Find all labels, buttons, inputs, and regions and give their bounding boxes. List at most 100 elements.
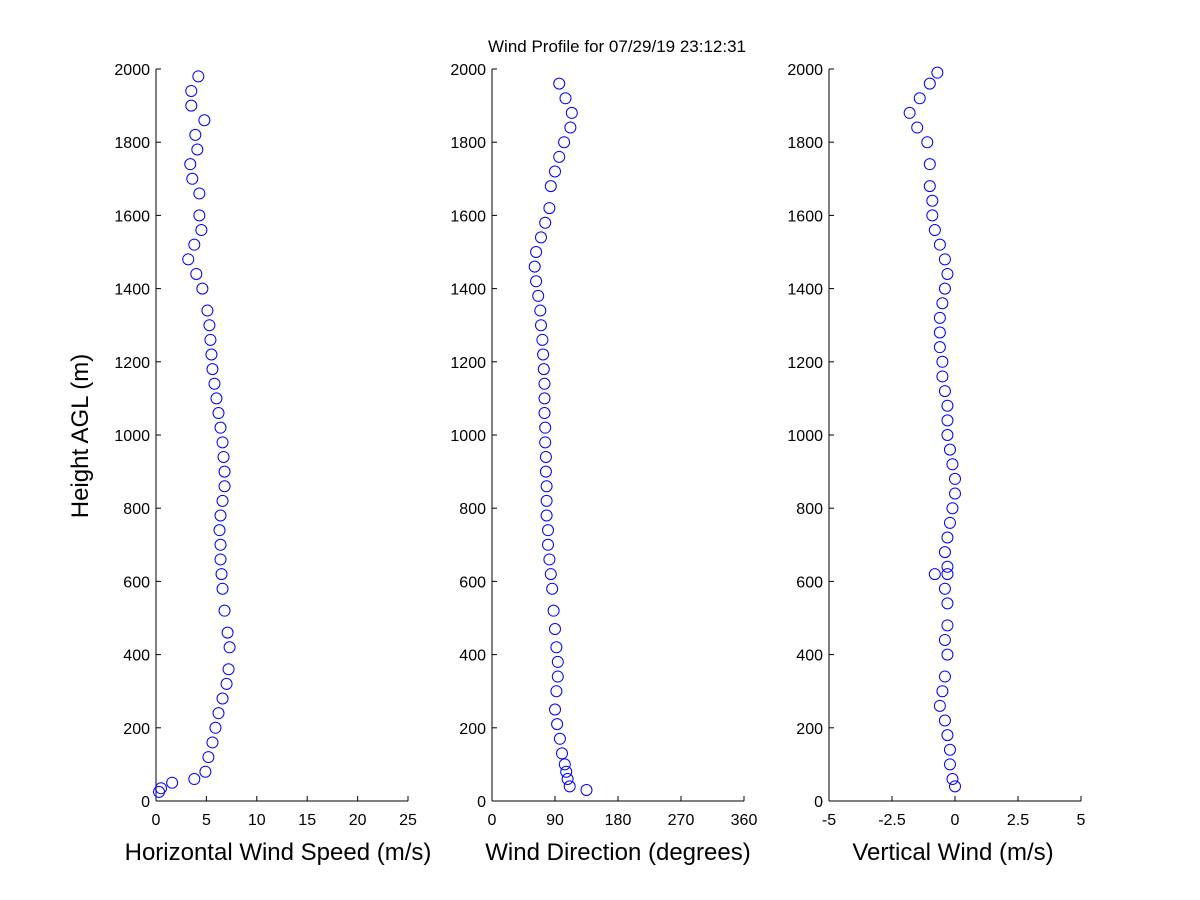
speed-data-point — [216, 494, 229, 507]
speed-data-point — [216, 692, 229, 705]
direction-y-tick-label: 2000 — [450, 62, 486, 79]
speed-data-point — [220, 677, 233, 690]
vertical-data-point — [923, 77, 936, 90]
direction-data-point — [538, 407, 551, 420]
speed-y-tick-label: 1800 — [114, 135, 150, 152]
direction-data-point — [551, 718, 564, 731]
speed-x-tick-label: 20 — [349, 812, 367, 829]
direction-data-point — [561, 773, 574, 786]
direction-data-point — [553, 732, 566, 745]
speed-data-point — [185, 99, 198, 112]
speed-x-tick-label: 15 — [298, 812, 316, 829]
direction-data-point — [538, 392, 551, 405]
vertical-data-point — [943, 743, 956, 756]
direction-data-point — [528, 260, 541, 273]
speed-data-point — [153, 785, 166, 798]
vertical-wind-x-axis-label: Vertical Wind (m/s) — [852, 839, 1053, 866]
direction-x-tick-label: 90 — [546, 812, 564, 829]
vertical-data-point — [938, 670, 951, 683]
direction-data-point — [543, 553, 556, 566]
vertical-data-point — [928, 568, 941, 581]
vertical-data-point — [938, 385, 951, 398]
vertical-x-tick-label: 0 — [951, 812, 960, 829]
vertical-data-point — [926, 209, 939, 222]
direction-y-tick-label: 1400 — [450, 282, 486, 299]
speed-data-point — [216, 582, 229, 595]
speed-data-point — [182, 253, 195, 266]
speed-data-point — [190, 267, 203, 280]
direction-data-point — [537, 348, 550, 361]
vertical-y-tick-label: 200 — [796, 721, 823, 738]
direction-data-point — [542, 524, 554, 537]
direction-data-point — [543, 202, 556, 215]
vertical-x-tick-label: -2.5 — [878, 812, 906, 829]
direction-data-point — [540, 494, 553, 507]
figure-title: Wind Profile for 07/29/19 23:12:31 — [488, 37, 746, 56]
speed-data-point — [209, 721, 222, 734]
direction-data-point — [537, 363, 550, 376]
speed-data-point — [189, 128, 202, 141]
direction-data-point — [550, 641, 563, 654]
speed-data-point — [214, 553, 227, 566]
direction-data-point — [549, 165, 561, 178]
direction-data-point — [556, 747, 568, 760]
direction-x-axis-label: Wind Direction (degrees) — [485, 839, 750, 866]
direction-data-point — [544, 568, 557, 581]
vertical-data-point — [938, 582, 951, 595]
direction-data-point — [580, 784, 593, 797]
vertical-data-point — [949, 780, 961, 793]
speed-data-point — [188, 773, 201, 786]
direction-data-point — [549, 703, 561, 716]
vertical-data-point — [946, 458, 959, 471]
direction-data-point — [535, 319, 547, 332]
vertical-data-point — [923, 158, 936, 171]
speed-x-tick-label: 25 — [399, 812, 417, 829]
speed-x-tick-label: 10 — [248, 812, 266, 829]
direction-data-point — [540, 480, 553, 493]
direction-data-point — [538, 377, 551, 390]
speed-data-point — [185, 84, 198, 97]
speed-data-point — [206, 363, 219, 376]
direction-data-point — [558, 758, 571, 771]
vertical-x-tick-label: 5 — [1077, 812, 1086, 829]
direction-data-point — [535, 231, 547, 244]
direction-data-point — [564, 121, 577, 134]
direction-data-point — [565, 106, 578, 119]
vertical-data-point — [941, 399, 954, 412]
direction-data-point — [530, 275, 543, 288]
direction-data-point — [547, 604, 560, 617]
speed-data-point — [195, 224, 208, 237]
speed-data-point — [214, 421, 227, 434]
vertical-data-point — [949, 487, 961, 500]
speed-data-point — [193, 209, 206, 222]
vertical-data-point — [921, 136, 934, 149]
direction-x-tick-label: 180 — [605, 812, 632, 829]
speed-data-point — [214, 509, 227, 522]
direction-y-tick-label: 600 — [459, 574, 486, 591]
direction-y-tick-label: 1600 — [450, 208, 486, 225]
speed-data-point — [204, 333, 217, 346]
direction-data-point — [551, 655, 564, 668]
vertical-data-point — [926, 194, 939, 207]
vertical-data-point — [933, 341, 946, 354]
speed-x-axis-label: Horizontal Wind Speed (m/s) — [125, 839, 432, 866]
speed-data-point — [214, 538, 227, 551]
speed-data-point — [217, 450, 230, 463]
vertical-data-point — [943, 516, 956, 529]
vertical-data-point — [941, 429, 954, 441]
speed-data-point — [192, 70, 205, 83]
speed-data-point — [203, 319, 216, 332]
vertical-data-point — [941, 648, 954, 661]
vertical-data-point — [946, 773, 959, 786]
speed-data-point — [218, 465, 231, 478]
speed-y-tick-label: 1000 — [114, 428, 150, 445]
speed-data-point — [218, 480, 231, 493]
vertical-x-tick-label: 2.5 — [1007, 812, 1029, 829]
vertical-data-point — [938, 253, 951, 266]
vertical-y-tick-label: 800 — [796, 501, 823, 518]
speed-y-tick-label: 400 — [123, 648, 150, 665]
speed-y-tick-label: 800 — [123, 501, 150, 518]
direction-x-tick-label: 270 — [668, 812, 695, 829]
vertical-data-point — [936, 685, 949, 698]
vertical-data-point — [936, 370, 949, 383]
